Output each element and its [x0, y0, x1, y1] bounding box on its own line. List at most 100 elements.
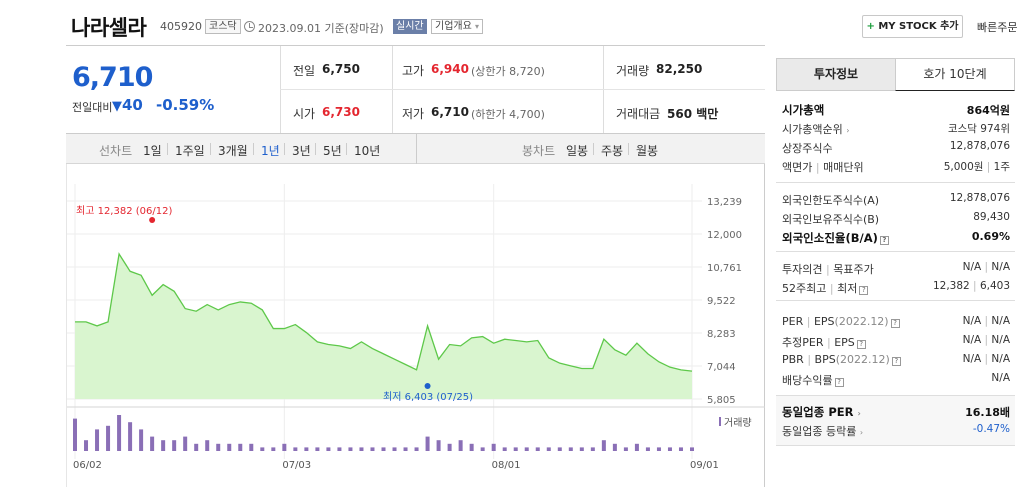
- high-value: 6,940: [431, 62, 469, 76]
- dividend-label: 배당수익률?: [782, 372, 844, 388]
- volume-bar: [238, 443, 243, 451]
- price-chart[interactable]: 13,239 12,000 10,761 9,522 8,283 7,044 5,805 06…: [66, 164, 765, 487]
- dividend-row: 배당수익률? N/A: [782, 371, 1010, 389]
- divider: [210, 143, 211, 155]
- divider: [593, 143, 594, 155]
- volume-bar: [249, 443, 254, 451]
- help-icon[interactable]: ?: [891, 357, 901, 366]
- foreign-ratio-row: 외국인소진율(B/A)? 0.69%: [782, 229, 1010, 247]
- volume-bar: [205, 440, 210, 451]
- volume-bar: [260, 447, 265, 451]
- my-stock-add-button[interactable]: + MY STOCK 추가: [862, 15, 963, 38]
- current-price: 6,710: [72, 62, 153, 93]
- volume-bar: [414, 447, 419, 451]
- volume-bar: [656, 447, 661, 451]
- volume-bar: [139, 429, 144, 451]
- chart-period-tabs: 선차트 1일 1주일 3개월 1년 3년 5년 10년 봉차트 일봉 주봉 월봉: [66, 134, 765, 164]
- volume-label: 거래량: [724, 417, 752, 429]
- est-eps-value: N/A: [991, 334, 1010, 346]
- divider: [315, 143, 316, 155]
- help-icon[interactable]: ?: [856, 340, 866, 349]
- separator: |: [984, 334, 989, 346]
- est-eps-label: EPS: [834, 336, 855, 349]
- company-overview-button[interactable]: 기업개요 ▾: [431, 19, 484, 34]
- tab-1d[interactable]: 1일: [143, 144, 162, 158]
- tab-hoga-10[interactable]: 호가 10단계: [895, 58, 1015, 91]
- help-icon[interactable]: ?: [879, 236, 889, 245]
- tab-5y[interactable]: 5년: [323, 144, 342, 158]
- tab-10y[interactable]: 10년: [354, 144, 381, 158]
- est-per-value: N/A | N/A: [963, 334, 1010, 346]
- pbr-value: N/A | N/A: [963, 353, 1010, 365]
- week52-value: 12,382 | 6,403: [933, 280, 1010, 292]
- target-label: 목표주가: [833, 263, 874, 276]
- help-icon[interactable]: ?: [834, 378, 844, 387]
- est-per-value-text: N/A: [962, 334, 982, 346]
- x-tick-label: 06/02: [73, 460, 102, 471]
- down-arrow-icon: ▼: [112, 99, 122, 114]
- volume-bar: [469, 443, 474, 451]
- eps-label: EPS: [813, 315, 835, 328]
- par-value: 5,000원 | 1주: [944, 159, 1010, 174]
- y-tick-label: 5,805: [707, 395, 736, 406]
- foreign-hold-value: 89,430: [973, 211, 1010, 223]
- separator: |: [984, 315, 989, 327]
- divider: [167, 143, 168, 155]
- industry-group: 동일업종 PER › 16.18배 동일업종 등락률 › -0.47%: [776, 396, 1015, 446]
- industry-rate-row[interactable]: 동일업종 등락률 › -0.47%: [782, 422, 1010, 440]
- foreign-group: 외국인한도주식수(A) 12,878,076 외국인보유주식수(B) 89,43…: [776, 183, 1015, 252]
- low-value: 6,710: [431, 105, 469, 119]
- volume-bar: [271, 447, 276, 451]
- y-tick-label: 7,044: [707, 362, 736, 373]
- market-cap-value: 864억원: [966, 104, 1010, 117]
- volume-bar: [590, 447, 595, 451]
- tab-1y[interactable]: 1년: [261, 144, 280, 158]
- divider: [284, 143, 285, 155]
- chevron-right-icon: ›: [857, 409, 861, 418]
- volume-bar: [403, 447, 408, 451]
- foreign-hold-row: 외국인보유주식수(B) 89,430: [782, 210, 1010, 228]
- volume-bar: [568, 447, 573, 451]
- tab-invest-info[interactable]: 투자정보: [776, 58, 896, 91]
- volume-bar: [315, 447, 320, 451]
- plus-icon: +: [866, 21, 875, 32]
- volume-bar: [392, 447, 397, 451]
- per-label-text: PER: [782, 315, 804, 328]
- tab-daily[interactable]: 일봉: [566, 144, 589, 158]
- volume-bar: [95, 429, 100, 451]
- realtime-button[interactable]: 실시간: [393, 19, 427, 34]
- week52-row: 52주최고 | 최저? 12,382 | 6,403: [782, 279, 1010, 297]
- x-tick-label: 08/01: [492, 460, 521, 471]
- industry-per-row[interactable]: 동일업종 PER › 16.18배: [782, 403, 1010, 421]
- low-marker: [424, 383, 431, 389]
- change-amount-value: 40: [122, 96, 143, 114]
- volume-bar: [447, 443, 452, 451]
- stock-header: 나라셀라 405920 코스닥 2023.09.01 기준(장마감) 실시간 기…: [0, 0, 1034, 40]
- bps-label: BPS: [814, 353, 836, 366]
- tab-1w[interactable]: 1주일: [175, 144, 205, 158]
- divider: [253, 143, 254, 155]
- tab-monthly[interactable]: 월봉: [636, 144, 659, 158]
- pbr-row: PBR | BPS(2022.12)? N/A | N/A: [782, 352, 1010, 370]
- volume-bar: [183, 436, 188, 451]
- volume-bar: [425, 436, 430, 451]
- help-icon[interactable]: ?: [859, 286, 869, 295]
- x-tick-label: 09/01: [690, 460, 719, 471]
- tab-3m[interactable]: 3개월: [218, 144, 248, 158]
- par-value-amount: 5,000원: [943, 161, 984, 173]
- opinion-label-text: 투자의견: [782, 263, 823, 276]
- week52-low-label: 최저: [837, 282, 858, 295]
- pbr-value-text: N/A: [962, 353, 982, 365]
- price-chart-svg[interactable]: 13,239 12,000 10,761 9,522 8,283 7,044 5,805 06…: [67, 164, 765, 487]
- help-icon[interactable]: ?: [890, 319, 900, 328]
- separator: |: [973, 280, 977, 292]
- market-cap-rank-row[interactable]: 시가총액순위 › 코스닥 974위: [782, 120, 1010, 138]
- tab-weekly[interactable]: 주봉: [601, 144, 624, 158]
- tab-3y[interactable]: 3년: [292, 144, 311, 158]
- separator: |: [829, 282, 834, 295]
- high-label: 고가: [402, 64, 425, 78]
- valuation-group: PER | EPS(2022.12)? N/A | N/A 추정PER | EP…: [776, 301, 1015, 396]
- separator: |: [825, 263, 830, 276]
- volume-bar: [436, 440, 441, 451]
- quick-order-button[interactable]: 빠른주문: [977, 21, 1018, 34]
